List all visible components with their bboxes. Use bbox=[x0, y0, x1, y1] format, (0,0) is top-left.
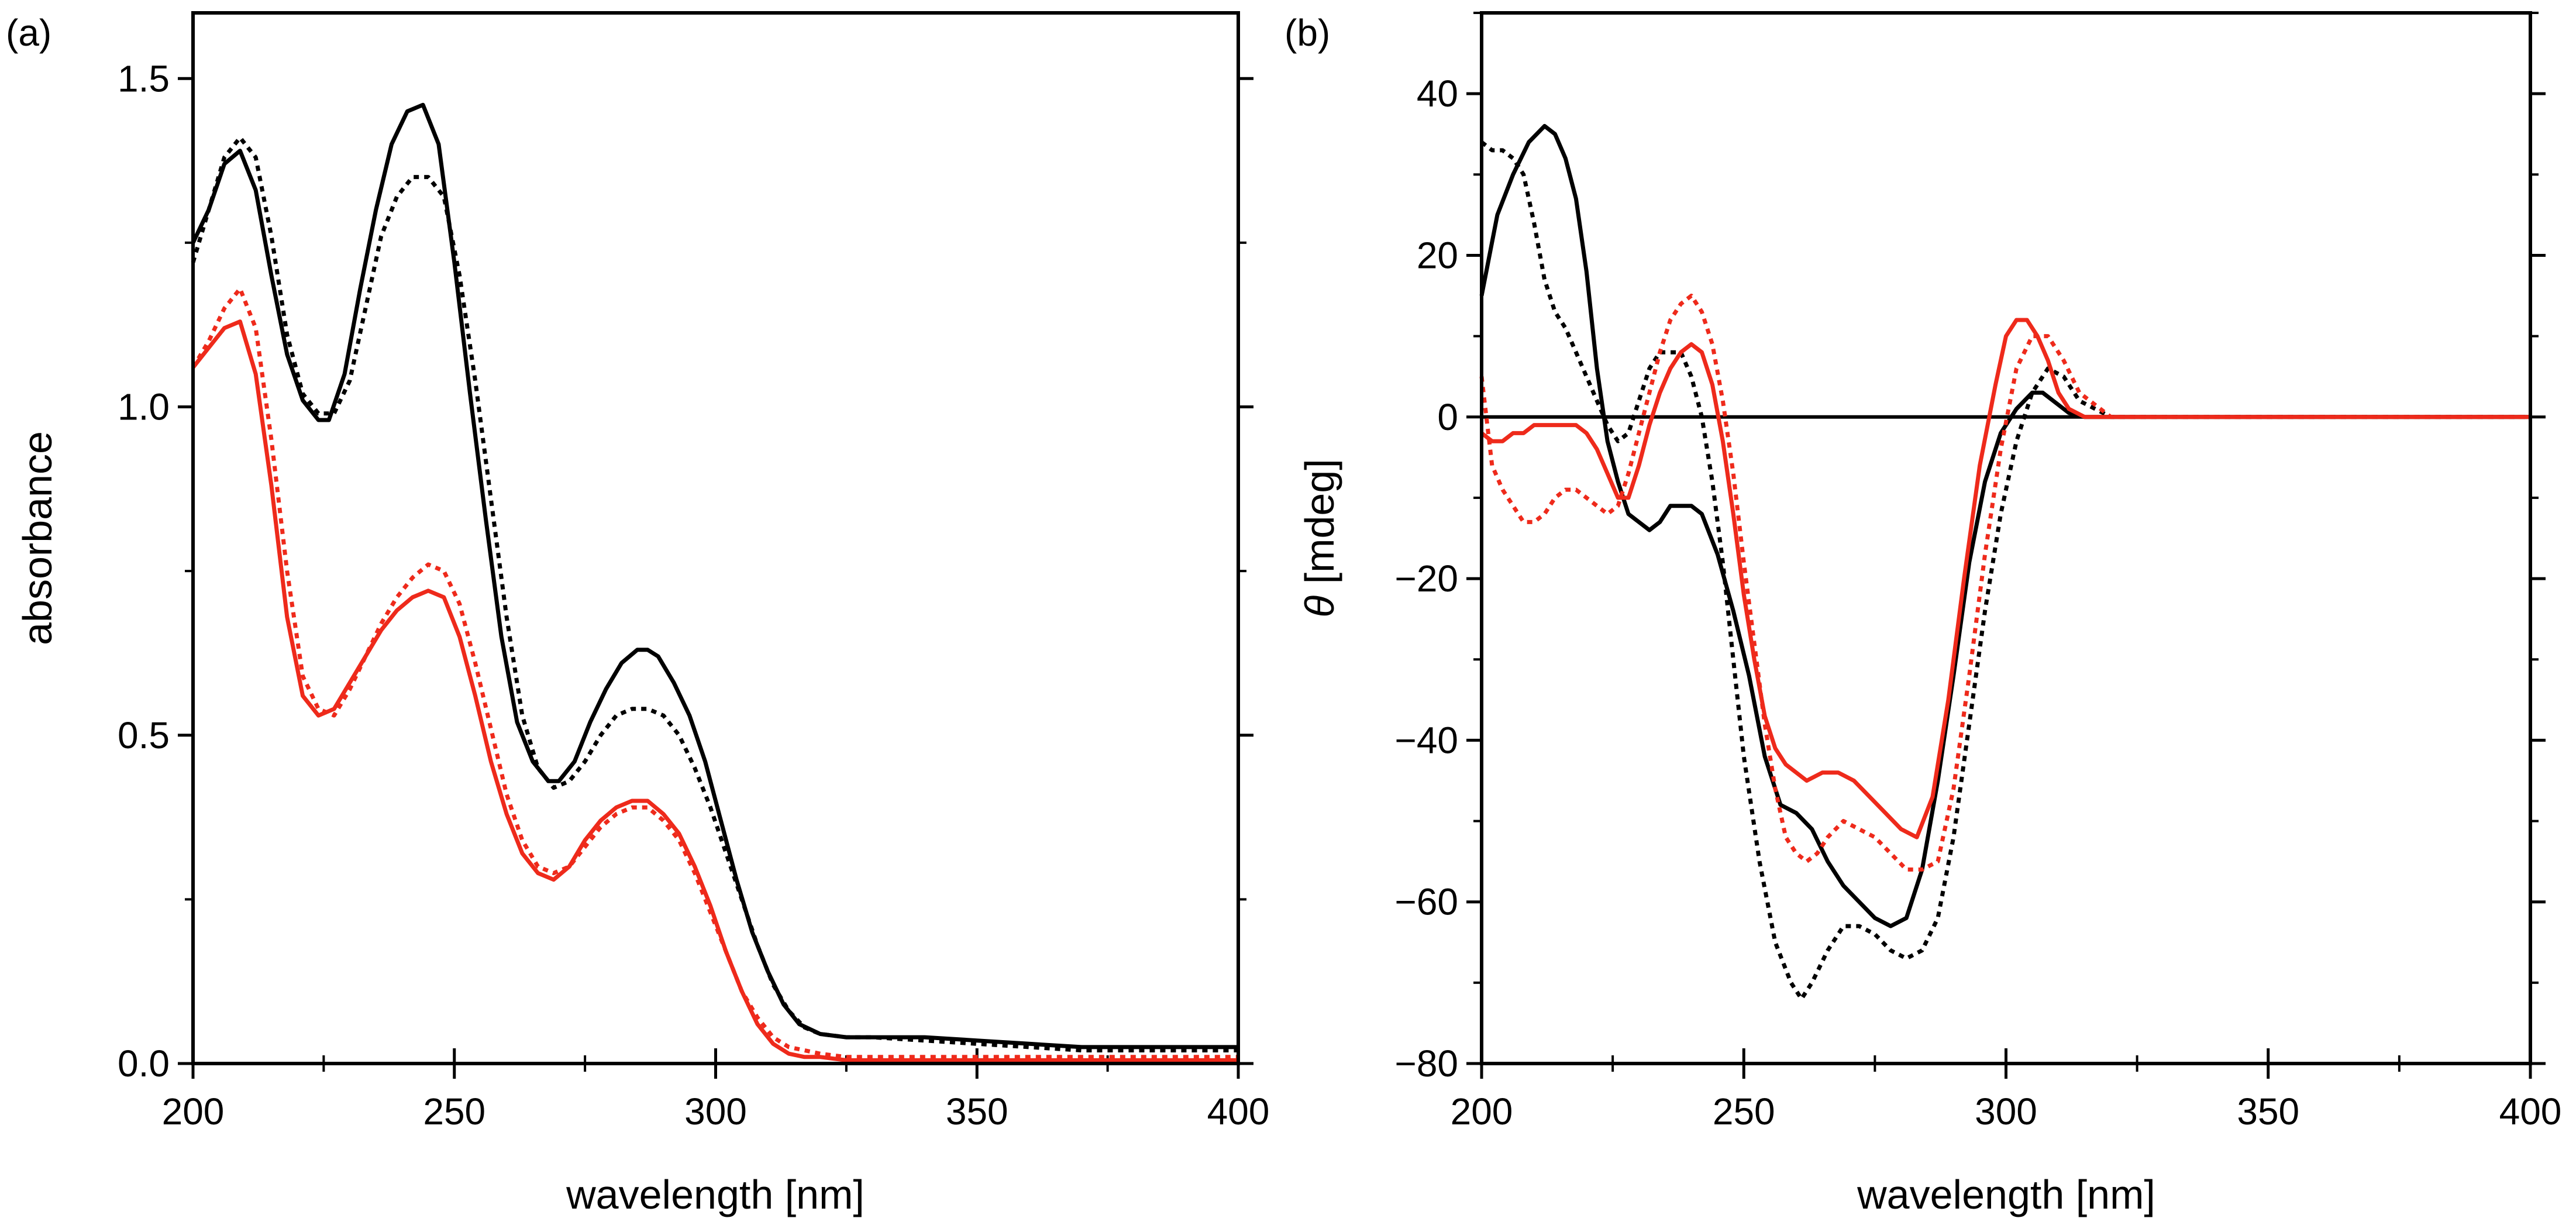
x-tick-label: 400 bbox=[1207, 1090, 1270, 1133]
y-tick-label: −40 bbox=[1394, 719, 1458, 761]
panel-b-series bbox=[1479, 123, 2530, 1001]
panel-b-cd-chart: (b) 200 250 300 350 400 −80 −60 −40 −20 0 20 40 wav… bbox=[1284, 11, 2562, 1217]
x-tick-label: 350 bbox=[946, 1090, 1008, 1133]
panel-b-ticks: 200 250 300 350 400 −80 −60 −40 −20 0 20 40 bbox=[1394, 12, 2562, 1133]
y-tick-label: −20 bbox=[1394, 558, 1458, 600]
x-tick-label: 350 bbox=[2237, 1090, 2299, 1133]
x-tick-label: 250 bbox=[423, 1090, 485, 1133]
series-line-black-dotted bbox=[191, 135, 1238, 1052]
panel-b-y-axis-unit: [mdeg] bbox=[1297, 459, 1342, 595]
panel-a-label: (a) bbox=[6, 12, 51, 54]
panel-a-y-axis-label: absorbance bbox=[15, 431, 60, 645]
series-line-red-dotted bbox=[191, 287, 1238, 1059]
series-line-black-dotted bbox=[1480, 140, 2530, 1001]
panel-b-plot-frame bbox=[1480, 11, 2532, 1065]
y-tick-label: 0.5 bbox=[118, 714, 170, 756]
panel-a-absorbance-chart: (a) 200 250 300 350 400 0.0 0.5 1.0 1.5 waveleng… bbox=[6, 11, 1269, 1217]
panel-a-x-axis-label: wavelength [nm] bbox=[566, 1172, 865, 1217]
x-tick-label: 300 bbox=[1975, 1090, 2037, 1133]
series-line-red-solid bbox=[1480, 318, 2530, 839]
y-tick-label: 1.5 bbox=[118, 57, 170, 99]
panel-a-ticks: 200 250 300 350 400 0.0 0.5 1.0 1.5 bbox=[118, 57, 1269, 1133]
series-line-red-solid bbox=[191, 319, 1238, 1062]
panel-a-plot-frame bbox=[191, 11, 1240, 1065]
y-tick-label: 20 bbox=[1417, 234, 1458, 276]
y-tick-label: −80 bbox=[1394, 1042, 1458, 1085]
y-tick-label: 40 bbox=[1417, 73, 1458, 115]
panel-a-series bbox=[191, 102, 1238, 1062]
y-tick-label: 0.0 bbox=[118, 1042, 170, 1085]
panel-b-label: (b) bbox=[1284, 12, 1330, 54]
y-tick-label: 1.0 bbox=[118, 386, 170, 428]
series-line-black-solid bbox=[1479, 123, 2530, 928]
x-tick-label: 400 bbox=[2499, 1090, 2562, 1133]
y-tick-label: 0 bbox=[1437, 396, 1458, 438]
x-tick-label: 250 bbox=[1713, 1090, 1775, 1133]
series-line-black-solid bbox=[191, 102, 1238, 1049]
panel-b-y-axis-label: θ [mdeg] bbox=[1297, 459, 1342, 617]
theta-symbol: θ bbox=[1297, 596, 1342, 618]
y-tick-label: −60 bbox=[1394, 881, 1458, 923]
panel-b-x-axis-label: wavelength [nm] bbox=[1857, 1172, 2155, 1217]
series-line-red-dotted bbox=[1479, 294, 2530, 872]
x-tick-label: 200 bbox=[1451, 1090, 1513, 1133]
x-tick-label: 200 bbox=[162, 1090, 225, 1133]
x-tick-label: 300 bbox=[684, 1090, 747, 1133]
